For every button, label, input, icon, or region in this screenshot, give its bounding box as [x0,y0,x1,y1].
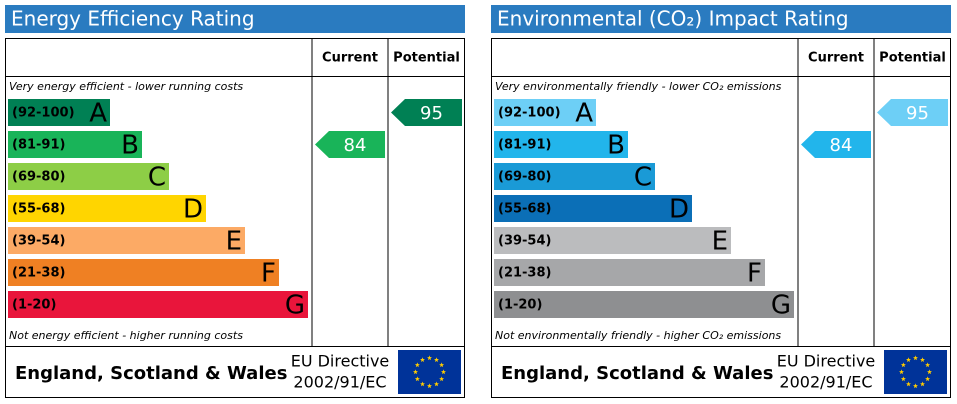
band-letter: G [771,291,791,321]
band-range: (39-54) [12,234,65,249]
bottom-note: Not environmentally friendly - higher CO… [495,329,781,342]
eu-star [434,381,439,387]
band-range: (1-20) [12,298,56,313]
band-letter: E [712,227,728,257]
rating-band [8,131,142,158]
eu-star [913,383,918,389]
eu-star [427,383,432,389]
band-letter: E [226,227,242,257]
band-letter: G [285,291,305,321]
eu-star [913,355,918,361]
rating-band [8,163,169,190]
eu-star [900,362,906,368]
eu-star [441,369,446,375]
band-range: (81-91) [12,138,65,153]
band-letter: B [121,131,139,161]
rating-value: 95 [420,103,443,124]
footer-directive: EU Directive [777,352,876,371]
rating-arrow [391,99,462,126]
eu-star [900,376,906,382]
eu-star [420,357,425,362]
band-letter: C [148,163,166,193]
eu-star [925,376,931,382]
title-bar [491,5,951,33]
band-letter: D [669,195,689,225]
rating-value: 84 [830,135,853,156]
band-letter: F [747,259,762,289]
footer-directive: EU Directive [291,352,390,371]
eu-star [920,381,925,387]
bottom-note: Not energy efficient - higher running co… [9,329,243,342]
rating-band [494,131,628,158]
eu-star [439,362,445,368]
panel-frame [491,38,951,398]
rating-band [494,259,765,286]
band-letter: A [89,99,107,129]
eu-star [439,376,445,382]
rating-band [8,99,110,126]
eu-star [413,369,418,375]
band-range: (92-100) [498,106,561,121]
column-header: Current [322,51,378,66]
rating-band [8,227,245,254]
eu-star [906,381,911,387]
rating-band [494,227,731,254]
rating-value: 84 [344,135,367,156]
rating-band [494,163,655,190]
rating-band [494,291,794,318]
band-range: (69-80) [498,170,551,185]
band-range: (21-38) [498,266,551,281]
rating-value: 95 [906,103,929,124]
panel-frame [5,38,465,398]
column-header: Potential [393,51,460,66]
band-letter: D [183,195,203,225]
band-range: (92-100) [12,106,75,121]
band-range: (1-20) [498,298,542,313]
eu-star [414,376,420,382]
rating-arrow [801,131,871,158]
band-letter: F [261,259,276,289]
band-letter: A [575,99,593,129]
rating-band [8,291,308,318]
band-range: (69-80) [12,170,65,185]
top-note: Very environmentally friendly - lower CO… [495,80,782,93]
eu-star [414,362,420,368]
rating-band [494,99,596,126]
band-range: (55-68) [12,202,65,217]
rating-band [494,195,692,222]
eu-star [434,357,439,362]
band-range: (39-54) [498,234,551,249]
title-bar [5,5,465,33]
band-letter: C [634,163,652,193]
eu-star [427,355,432,361]
band-range: (55-68) [498,202,551,217]
eu-star [906,357,911,362]
rating-band [8,259,279,286]
column-header: Current [808,51,864,66]
band-range: (81-91) [498,138,551,153]
band-letter: B [607,131,625,161]
eu-star [420,381,425,387]
band-range: (21-38) [12,266,65,281]
panel-title: Environmental (CO₂) Impact Rating [497,7,849,31]
eu-star [920,357,925,362]
footer-code: 2002/91/EC [779,373,872,392]
footer-code: 2002/91/EC [293,373,386,392]
panel-title: Energy Efficiency Rating [11,7,255,31]
footer-region: England, Scotland & Wales [15,363,287,384]
rating-arrow [877,99,948,126]
footer-region: England, Scotland & Wales [501,363,773,384]
column-header: Potential [879,51,946,66]
rating-arrow [315,131,385,158]
eu-star [925,362,931,368]
top-note: Very energy efficient - lower running co… [9,80,243,93]
eu-star [899,369,904,375]
eu-star [927,369,932,375]
rating-band [8,195,206,222]
